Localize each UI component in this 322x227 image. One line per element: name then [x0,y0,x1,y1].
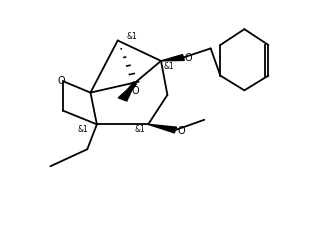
Text: &1: &1 [164,62,174,71]
Text: O: O [132,85,139,95]
Polygon shape [118,83,135,101]
Text: &1: &1 [135,124,146,133]
Text: &1: &1 [126,32,137,41]
Polygon shape [148,125,176,133]
Polygon shape [161,55,184,62]
Text: &1: &1 [77,124,88,133]
Text: O: O [178,126,185,136]
Text: O: O [185,53,192,62]
Text: O: O [58,76,65,86]
